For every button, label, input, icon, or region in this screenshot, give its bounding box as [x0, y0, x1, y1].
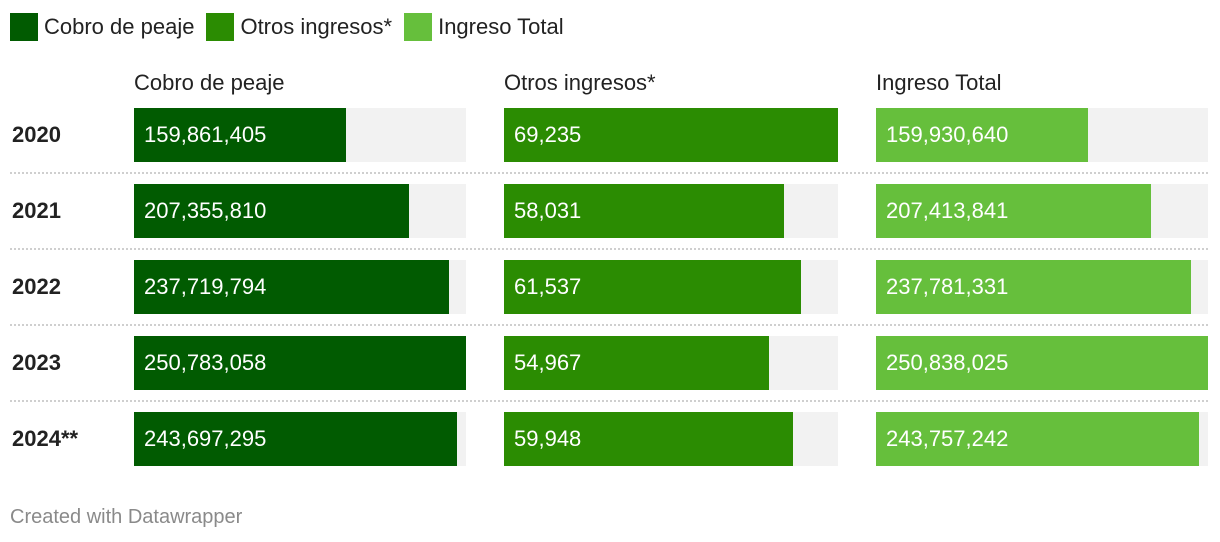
bar [504, 108, 838, 162]
column-header: Ingreso Total [876, 70, 1002, 95]
legend-item: Otros ingresos* [206, 13, 392, 41]
bar-value-label: 243,757,242 [886, 426, 1009, 451]
bar [134, 184, 409, 238]
bar [134, 412, 457, 466]
bar [876, 412, 1199, 466]
bar [504, 336, 769, 390]
legend-label: Otros ingresos* [240, 14, 393, 39]
row-label: 2021 [12, 198, 61, 223]
bar [504, 184, 784, 238]
legend-item: Cobro de peaje [10, 13, 194, 41]
bar [134, 108, 346, 162]
bar [504, 412, 793, 466]
bar-value-label: 237,719,794 [144, 274, 267, 299]
bar [876, 108, 1088, 162]
row-divider [10, 248, 1208, 250]
bar-track: 250,783,058 [134, 336, 466, 390]
bar-track: 69,235 [504, 108, 838, 162]
bar-track: 58,031 [504, 184, 838, 238]
row-divider [10, 400, 1208, 402]
bar-value-label: 58,031 [514, 198, 582, 223]
row-label: 2023 [12, 350, 61, 375]
bar [504, 260, 801, 314]
row-divider [10, 324, 1208, 326]
bar-value-label: 243,697,295 [144, 426, 267, 451]
bar-value-label: 159,930,640 [886, 122, 1009, 147]
row-label: 2020 [12, 122, 61, 147]
bar-track: 243,757,242 [876, 412, 1208, 466]
legend-label: Cobro de peaje [44, 14, 195, 39]
bar-track: 159,861,405 [134, 108, 466, 162]
column-header: Cobro de peaje [134, 70, 285, 95]
bar [134, 336, 466, 390]
row-divider [10, 172, 1208, 174]
bar [876, 260, 1191, 314]
bar-value-label: 59,948 [514, 426, 582, 451]
bar [134, 260, 449, 314]
bar-track: 207,355,810 [134, 184, 466, 238]
bar-track: 207,413,841 [876, 184, 1208, 238]
chart-legend: Cobro de peaje Otros ingresos* Ingreso Tot… [10, 12, 576, 42]
bar-track: 159,930,640 [876, 108, 1208, 162]
bar-value-label: 207,355,810 [144, 198, 267, 223]
bar-track: 250,838,025 [876, 336, 1208, 390]
bar-value-label: 250,783,058 [144, 350, 267, 375]
bar-value-label: 69,235 [514, 122, 582, 147]
bar [876, 336, 1208, 390]
bar-track: 61,537 [504, 260, 838, 314]
bar-track: 59,948 [504, 412, 838, 466]
bar-track: 54,967 [504, 336, 838, 390]
bar [876, 184, 1151, 238]
legend-item: Ingreso Total [404, 13, 564, 41]
bar-track: 237,781,331 [876, 260, 1208, 314]
column-header: Otros ingresos* [504, 70, 656, 95]
bar-value-label: 159,861,405 [144, 122, 267, 147]
bar-value-label: 61,537 [514, 274, 582, 299]
bar-value-label: 207,413,841 [886, 198, 1009, 223]
row-label: 2022 [12, 274, 61, 299]
legend-swatch [10, 13, 38, 41]
bar-value-label: 237,781,331 [886, 274, 1009, 299]
bar-value-label: 250,838,025 [886, 350, 1009, 375]
credit-text: Created with Datawrapper [10, 506, 243, 528]
bar-track: 237,719,794 [134, 260, 466, 314]
legend-swatch [404, 13, 433, 41]
bar-value-label: 54,967 [514, 350, 582, 375]
bar-track: 243,697,295 [134, 412, 466, 466]
legend-swatch [206, 13, 235, 41]
legend-label: Ingreso Total [438, 14, 564, 39]
row-label: 2024** [12, 426, 79, 451]
